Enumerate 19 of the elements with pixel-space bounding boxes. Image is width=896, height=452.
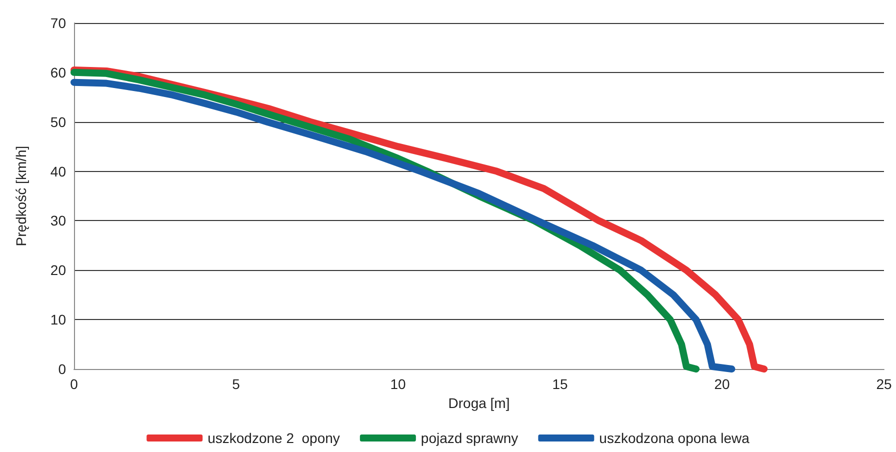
legend-label: pojazd sprawny [420,430,518,446]
y-tick-label: 20 [50,262,66,278]
y-tick-label: 50 [50,114,66,130]
x-tick-label: 15 [552,376,568,392]
y-tick-label: 60 [50,64,66,80]
x-tick-label: 0 [70,376,78,392]
y-tick-label: 30 [50,212,66,229]
y-tick-label: 0 [58,361,66,377]
x-tick-label: 10 [390,376,406,392]
y-tick-label: 40 [50,163,66,180]
x-axis-title: Droga [m] [448,394,510,411]
x-tick-label: 5 [232,376,240,392]
x-tick-label: 20 [714,376,730,392]
x-tick-label: 25 [876,376,892,392]
y-tick-label: 10 [50,312,66,328]
y-tick-label: 70 [50,15,66,31]
legend-label: uszkodzone 2 opony [208,430,340,446]
legend-label: uszkodzona opona lewa [599,430,750,446]
y-axis-title: Prędkość [km/h] [13,146,29,246]
